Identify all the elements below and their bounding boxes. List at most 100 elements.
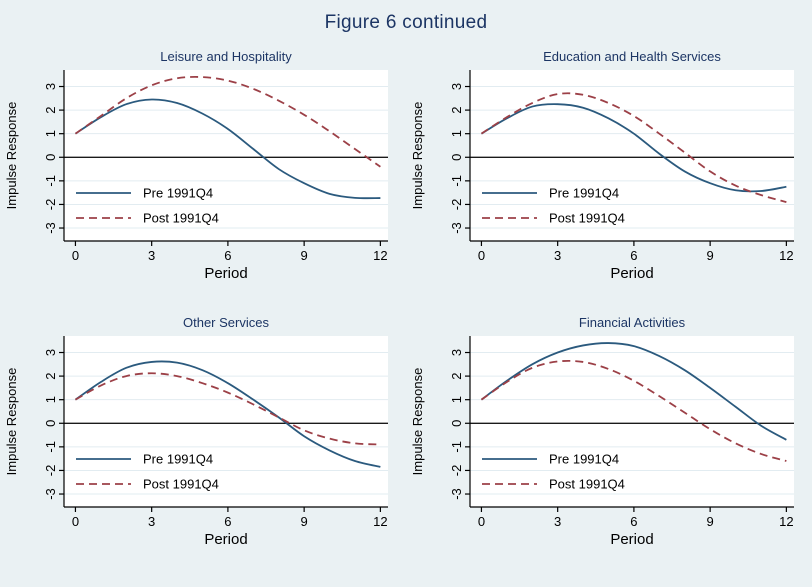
subplot-title: Financial Activities [579,315,686,330]
y-tick-label: 0 [449,420,464,427]
legend-label-0: Pre 1991Q4 [549,452,619,467]
legend: Pre 1991Q4 Post 1991Q4 [482,186,625,226]
legend-label-1: Post 1991Q4 [549,477,625,492]
x-tick-label: 12 [779,514,793,529]
x-tick-label: 9 [707,514,714,529]
x-tick-label: 12 [373,514,387,529]
subplot-title: Other Services [183,315,269,330]
y-tick-label: -3 [449,488,464,500]
y-tick-label: -1 [43,441,58,453]
y-axis-title: Impulse Response [410,368,425,476]
legend: Pre 1991Q4 Post 1991Q4 [76,452,219,492]
x-tick-label: 6 [630,248,637,263]
x-tick-label: 6 [224,514,231,529]
subplot-title: Education and Health Services [543,49,721,64]
y-ticks: -3 -2 -1 0 1 2 3 [43,349,64,500]
x-axis-title: Period [204,265,247,282]
y-tick-label: 2 [43,106,58,113]
y-axis-title: Impulse Response [4,102,19,210]
y-tick-label: 3 [43,349,58,356]
x-tick-label: 12 [373,248,387,263]
x-tick-label: 3 [554,514,561,529]
legend-label-1: Post 1991Q4 [549,211,625,226]
x-tick-label: 0 [72,248,79,263]
y-tick-label: -2 [43,465,58,477]
series-line-0 [74,98,381,200]
y-ticks: -3 -2 -1 0 1 2 3 [449,83,470,234]
x-tick-label: 6 [630,514,637,529]
plot-area [470,336,794,507]
gridlines [470,352,794,495]
x-tick-label: 6 [224,248,231,263]
legend: Pre 1991Q4 Post 1991Q4 [482,452,625,492]
y-tick-label: -1 [449,441,464,453]
series-line-1 [480,92,787,203]
figure-title: Figure 6 continued [324,12,488,33]
y-ticks: -3 -2 -1 0 1 2 3 [43,83,64,234]
y-tick-label: 1 [449,396,464,403]
y-axis-title: Impulse Response [4,368,19,476]
subplot-title: Leisure and Hospitality [160,49,292,64]
plot-area [64,70,388,241]
y-tick-label: -3 [43,222,58,234]
y-tick-label: -1 [43,175,58,187]
legend: Pre 1991Q4 Post 1991Q4 [76,186,219,226]
x-tick-label: 9 [707,248,714,263]
gridlines [64,86,388,229]
y-tick-label: -1 [449,175,464,187]
x-ticks: 0 3 6 9 12 [478,241,794,263]
y-tick-label: 2 [449,372,464,379]
gridlines [64,352,388,495]
x-axis-title: Period [610,531,653,548]
y-axis-title: Impulse Response [410,102,425,210]
legend-label-0: Pre 1991Q4 [143,452,213,467]
y-tick-label: 2 [449,106,464,113]
x-ticks: 0 3 6 9 12 [478,507,794,529]
y-tick-label: -2 [449,465,464,477]
y-tick-label: 0 [449,154,464,161]
x-tick-label: 9 [301,514,308,529]
y-tick-label: 1 [449,130,464,137]
gridlines [470,86,794,229]
y-tick-label: -2 [449,199,464,211]
panel-grid: 0 3 6 9 12 -3 -2 -1 0 1 2 3 Period Impulse Response Le… [0,46,812,578]
x-tick-label: 0 [72,514,79,529]
series-line-1 [74,372,381,446]
y-tick-label: 3 [449,83,464,90]
y-tick-label: 3 [449,349,464,356]
y-tick-label: 1 [43,396,58,403]
y-tick-label: 3 [43,83,58,90]
x-tick-label: 3 [148,514,155,529]
legend-label-0: Pre 1991Q4 [549,186,619,201]
x-ticks: 0 3 6 9 12 [72,241,388,263]
y-tick-label: -3 [43,488,58,500]
x-tick-label: 3 [554,248,561,263]
y-tick-label: 2 [43,372,58,379]
plot-area [470,70,794,241]
y-tick-label: 0 [43,420,58,427]
plot-area [64,336,388,507]
x-axis-title: Period [204,531,247,548]
series-line-0 [480,342,787,441]
series-line-0 [74,360,381,468]
x-tick-label: 12 [779,248,793,263]
y-ticks: -3 -2 -1 0 1 2 3 [449,349,470,500]
legend-label-0: Pre 1991Q4 [143,186,213,201]
x-tick-label: 0 [478,514,485,529]
legend-label-1: Post 1991Q4 [143,477,219,492]
x-tick-label: 0 [478,248,485,263]
series-line-0 [480,103,787,193]
y-tick-label: -3 [449,222,464,234]
x-axis-title: Period [610,265,653,282]
legend-label-1: Post 1991Q4 [143,211,219,226]
y-tick-label: -2 [43,199,58,211]
x-tick-label: 9 [301,248,308,263]
y-tick-label: 1 [43,130,58,137]
y-tick-label: 0 [43,154,58,161]
x-ticks: 0 3 6 9 12 [72,507,388,529]
